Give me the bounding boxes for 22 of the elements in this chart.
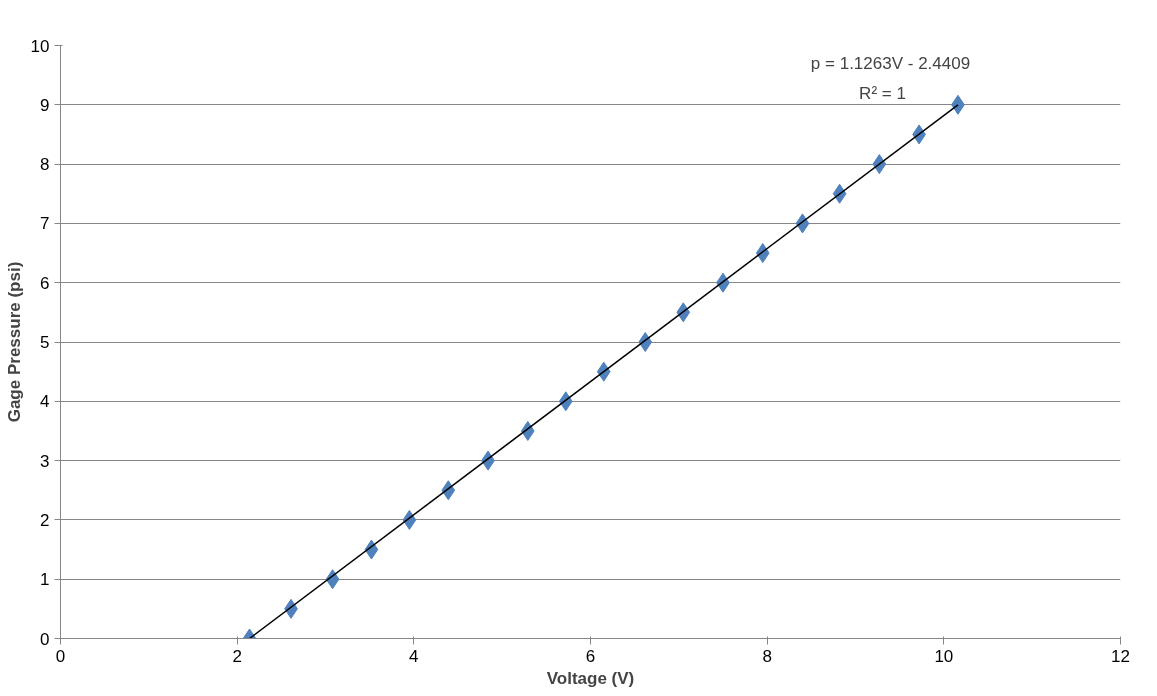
y-tick-label: 10 <box>30 36 50 56</box>
annotation: p = 1.1263V - 2.4409 <box>810 54 971 73</box>
y-tick-label: 0 <box>40 629 50 649</box>
x-tick-label: 4 <box>409 646 419 666</box>
x-tick-label: 2 <box>232 646 242 666</box>
y-tick-label: 9 <box>40 95 50 115</box>
y-tick-label: 7 <box>40 214 50 234</box>
x-tick-label: 6 <box>585 646 596 666</box>
x-tick-label: 0 <box>55 646 66 666</box>
y-tick-label: 5 <box>40 333 50 352</box>
x-tick-label: 8 <box>762 646 772 666</box>
y-axis-title: Gage Pressure (psi) <box>4 261 24 423</box>
annotation: R² = 1 <box>859 84 906 103</box>
y-tick-label: 4 <box>40 392 50 412</box>
y-tick-label: 3 <box>40 451 50 471</box>
y-tick-label: 6 <box>40 273 50 293</box>
x-tick-label: 12 <box>1111 646 1130 666</box>
y-tick-label: 2 <box>40 510 50 530</box>
y-tick-label: 1 <box>40 570 50 590</box>
y-tick-label: 8 <box>40 155 50 175</box>
x-axis-title: Voltage (V) <box>546 668 635 688</box>
x-tick-label: 10 <box>934 646 954 666</box>
